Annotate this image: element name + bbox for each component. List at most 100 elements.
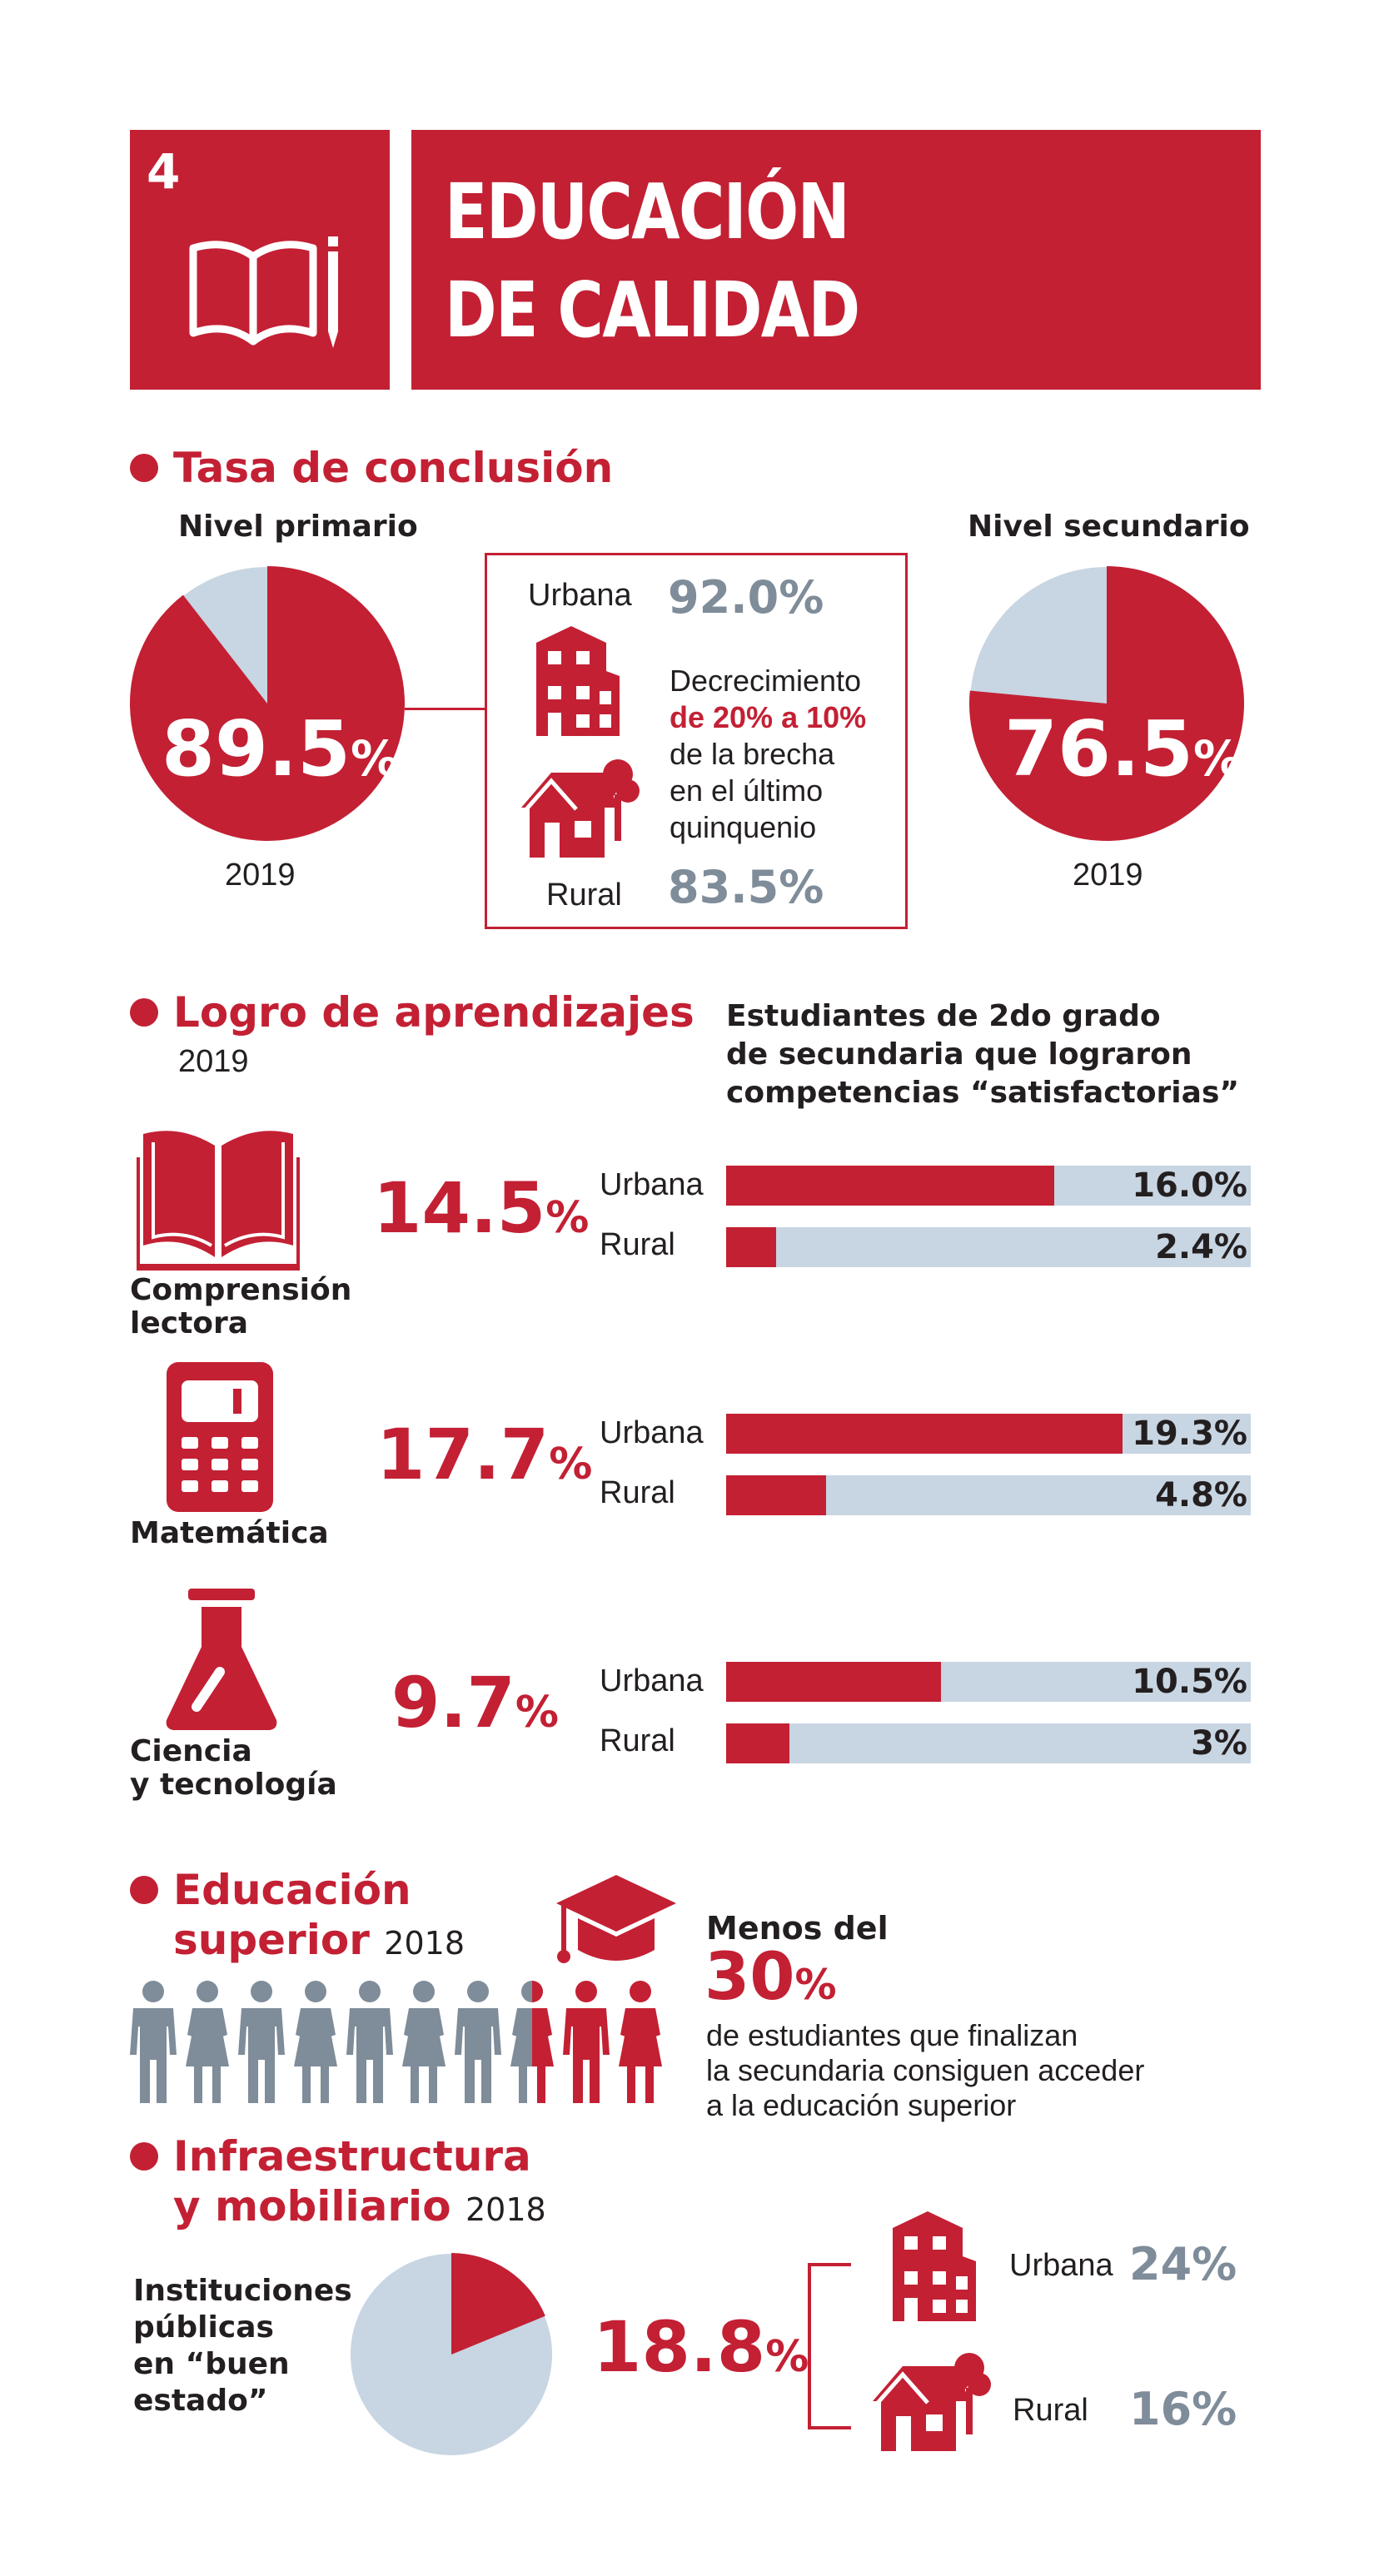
higher-ed-text-line3: a la educación superior	[706, 2088, 1017, 2122]
subject-name: Comprensión lectora	[130, 1274, 351, 1340]
secondary-value-pct: %	[1193, 730, 1242, 787]
infra-label-line1: Instituciones	[133, 2274, 352, 2308]
bar-value-rural: 3%	[1191, 1724, 1247, 1763]
goal-title-box	[411, 130, 1261, 390]
bar-track-urban: 19.3%	[726, 1414, 1251, 1454]
infra-value: 18.8%	[593, 2306, 809, 2388]
gap-note-line2: de 20% a 10%	[670, 700, 867, 734]
subject-name: Matemática	[130, 1517, 329, 1550]
section-title-higher-ed-line1: Educación	[173, 1866, 411, 1914]
graduation-cap-icon	[553, 1873, 678, 1981]
primary-pie-slice	[130, 566, 405, 841]
goal-title-line1: EDUCACIÓN	[445, 167, 850, 256]
rural-house-icon	[518, 753, 643, 865]
bar-track-urban: 16.0%	[726, 1166, 1251, 1206]
subject-value: 17.7%	[376, 1414, 592, 1495]
learning-subtitle-line1: Estudiantes de 2do grado	[726, 999, 1161, 1033]
secondary-pie-slice	[969, 566, 1244, 841]
section-title-conclusion: Tasa de conclusión	[130, 443, 613, 493]
bar-fill-urban	[726, 1166, 1054, 1206]
section-title-infra-line1: Infraestructura	[173, 2132, 531, 2181]
bar-label-rural: Rural	[600, 1227, 675, 1262]
infra-label-line4: estado”	[133, 2384, 268, 2418]
higher-ed-value-number: 30	[704, 1940, 795, 2015]
section-title-conclusion-text: Tasa de conclusión	[173, 444, 614, 492]
infra-label-line3: en “buen	[133, 2347, 290, 2381]
person-icon	[186, 1981, 229, 2103]
infra-urban-label: Urbana	[1009, 2248, 1113, 2283]
subject-value: 9.7%	[391, 1662, 559, 1743]
bar-fill-urban	[726, 1662, 942, 1702]
subject-name-line2: lectora	[130, 1306, 249, 1340]
bullet-dot	[130, 453, 158, 482]
person-icon	[619, 1981, 662, 2103]
primary-year: 2019	[225, 858, 296, 893]
section-title-learning: Logro de aprendizajes	[130, 987, 694, 1037]
person-icon	[455, 1981, 501, 2103]
infra-bracket	[808, 2263, 851, 2429]
higher-ed-lead: Menos del	[706, 1910, 889, 1947]
infra-label-line2: públicas	[133, 2310, 274, 2345]
bar-fill-rural	[726, 1723, 789, 1763]
bar-label-urban: Urbana	[600, 1167, 704, 1202]
learning-subtitle: Estudiantes de 2do grado de secundaria q…	[726, 997, 1239, 1112]
subject-value-pct: %	[515, 1688, 559, 1738]
primary-value-number: 89.5	[162, 704, 351, 793]
learning-year: 2019	[178, 1044, 249, 1079]
calculator-icon	[167, 1362, 273, 1516]
infra-pie-chart	[351, 2253, 552, 2455]
bar-fill-urban	[726, 1414, 1123, 1454]
book-pencil-icon	[185, 235, 343, 356]
secondary-value: 76.5%	[1004, 704, 1242, 793]
learning-subtitle-line2: de secundaria que lograron	[726, 1037, 1192, 1072]
higher-ed-text-line1: de estudiantes que finalizan	[706, 2018, 1078, 2052]
higher-ed-text-line2: la secundaria consiguen acceder	[706, 2053, 1145, 2087]
primary-pie-chart	[130, 566, 405, 841]
goal-number: 4	[147, 143, 181, 200]
bar-value-urban: 16.0%	[1132, 1166, 1247, 1205]
bar-label-urban: Urbana	[600, 1415, 704, 1450]
people-icon-row	[130, 1981, 662, 2103]
infra-urban-value: 24%	[1129, 2238, 1237, 2290]
subject-name-line2: y tecnología	[130, 1768, 337, 1802]
subject-value-number: 14.5	[373, 1167, 546, 1249]
infra-year: 2018	[465, 2191, 546, 2228]
bar-label-rural: Rural	[600, 1475, 675, 1510]
subject-value-pct: %	[545, 1193, 590, 1243]
gap-note: Decrecimiento de 20% a 10% de la brecha …	[670, 663, 866, 846]
subject-value-number: 17.7	[376, 1414, 550, 1495]
urban-rural-box	[485, 553, 908, 929]
goal-number-box	[130, 130, 390, 390]
higher-ed-year: 2018	[384, 1925, 465, 1962]
subject-value-number: 9.7	[391, 1662, 515, 1743]
subject-name-line1: Comprensión	[130, 1273, 352, 1307]
section-title-higher-ed-line2: superior	[173, 1916, 370, 1964]
secondary-year: 2019	[1073, 858, 1143, 893]
person-icon	[563, 1981, 610, 2103]
box-urban-label: Urbana	[528, 578, 632, 613]
bullet-dot	[130, 2141, 158, 2171]
gap-note-line4: en el último	[670, 773, 824, 808]
infra-value-number: 18.8	[593, 2306, 766, 2388]
infra-value-pct: %	[765, 2332, 809, 2382]
section-title-higher-ed: Educación superior 2018	[130, 1865, 465, 1968]
person-icon	[130, 1981, 177, 2103]
subject-name: Ciencia y tecnología	[130, 1735, 337, 1802]
learning-subtitle-line3: competencias “satisfactorias”	[726, 1076, 1240, 1110]
bar-track-rural: 3%	[726, 1723, 1251, 1763]
infra-rural-value: 16%	[1129, 2383, 1237, 2435]
section-title-learning-text: Logro de aprendizajes	[173, 988, 694, 1037]
section-title-infra: Infraestructura y mobiliario 2018	[130, 2131, 546, 2235]
bar-track-rural: 4.8%	[726, 1475, 1251, 1515]
higher-ed-value: 30%	[704, 1940, 837, 2015]
bullet-dot	[130, 1875, 158, 1904]
person-icon	[510, 1981, 554, 2103]
person-icon	[402, 1981, 446, 2103]
bar-value-urban: 19.3%	[1132, 1415, 1247, 1453]
secondary-value-number: 76.5	[1004, 704, 1193, 793]
box-rural-label: Rural	[546, 878, 622, 913]
box-urban-value: 92.0%	[668, 571, 824, 624]
primary-value: 89.5%	[162, 704, 399, 793]
gap-note-line1: Decrecimiento	[670, 664, 862, 698]
bar-fill-rural	[726, 1475, 826, 1515]
